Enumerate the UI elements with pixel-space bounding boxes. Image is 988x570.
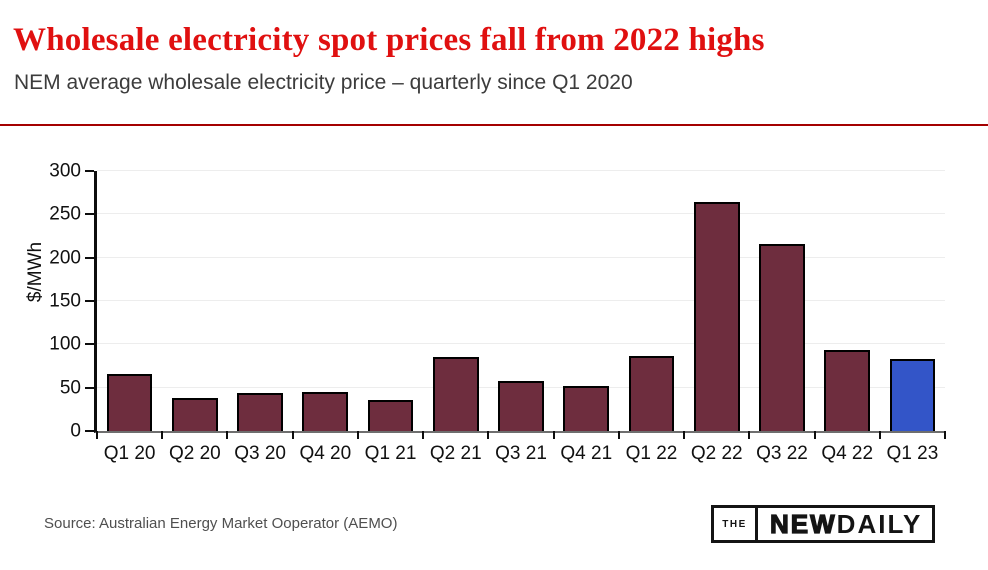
red-divider-rule xyxy=(0,124,988,126)
x-tick-5 xyxy=(422,431,425,439)
x-label-Q1 22: Q1 22 xyxy=(625,443,678,464)
x-label-Q2 22: Q2 22 xyxy=(690,443,743,464)
x-label-Q1 20: Q1 20 xyxy=(103,443,156,464)
bar-Q4 20 xyxy=(302,392,349,431)
x-tick-9 xyxy=(683,431,686,439)
x-label-Q4 22: Q4 22 xyxy=(821,443,874,464)
x-label-Q4 21: Q4 21 xyxy=(560,443,613,464)
x-label-Q2 21: Q2 21 xyxy=(429,443,482,464)
x-label-Q3 22: Q3 22 xyxy=(756,443,808,464)
y-tick-100 xyxy=(85,343,94,346)
x-label-Q2 20: Q2 20 xyxy=(168,443,221,464)
y-axis-title: $/MWh xyxy=(25,241,46,303)
gridline-150 xyxy=(97,300,945,301)
bar-cell-Q1 21 xyxy=(358,171,423,431)
y-tick-label-250: 250 xyxy=(49,203,81,225)
y-tick-label-150: 150 xyxy=(49,290,81,312)
x-tick-13 xyxy=(944,431,946,439)
page-title: Wholesale electricity spot prices fall f… xyxy=(13,22,765,58)
plot-area: 0 50 100 150 200 250 300 Q1 20 Q2 20 Q3 20 Q4 20 Q1… xyxy=(49,162,946,464)
bar-cell-Q1 22 xyxy=(619,171,684,431)
x-tick-4 xyxy=(356,431,359,439)
x-tick-6 xyxy=(487,431,490,439)
logo-daily-text: DAILY xyxy=(836,509,923,539)
bars-container xyxy=(97,171,945,431)
x-tick-2 xyxy=(226,431,229,439)
bar-Q1 20 xyxy=(106,373,153,431)
bar-chart: $/MWh 0 50 100 150 200 250 300 Q1 20 Q2 20 Q3 20 Q… xyxy=(0,140,988,485)
logo-newdaily: NEW DAILY xyxy=(758,508,932,540)
bar-Q1 21 xyxy=(367,399,414,431)
x-label-Q4 20: Q4 20 xyxy=(299,443,352,464)
y-tick-0 xyxy=(85,430,94,432)
gridline-100 xyxy=(97,343,945,345)
bar-cell-Q4 21 xyxy=(554,171,619,431)
source-note: Source: Australian Energy Market Ooperat… xyxy=(44,515,398,532)
bar-Q3 22 xyxy=(759,243,805,431)
bar-cell-Q2 20 xyxy=(162,171,227,431)
y-tick-label-200: 200 xyxy=(49,247,81,269)
page-subtitle: NEM average wholesale electricity price … xyxy=(14,71,633,94)
y-tick-250 xyxy=(85,213,94,216)
x-label-Q1 23: Q1 23 xyxy=(886,443,939,464)
y-tick-50 xyxy=(85,386,94,389)
y-tick-label-100: 100 xyxy=(49,333,81,355)
bar-Q1 22 xyxy=(628,355,675,431)
x-axis-labels: Q1 20 Q2 20 Q3 20 Q4 20 Q1 21 Q2 21 Q3 21 Q4 21… xyxy=(97,443,945,465)
gridline-250 xyxy=(97,213,945,215)
x-tick-10 xyxy=(748,431,751,439)
logo-the-box: THE xyxy=(714,508,758,540)
y-tick-300 xyxy=(85,170,94,172)
bar-cell-Q2 21 xyxy=(423,171,488,431)
bar-cell-Q3 22 xyxy=(749,171,814,431)
the-new-daily-logo: THE NEW DAILY xyxy=(711,505,936,543)
bar-Q1 23 xyxy=(889,359,936,431)
bar-Q3 21 xyxy=(498,380,544,431)
logo-new-text: NEW xyxy=(769,509,837,539)
bar-cell-Q1 23 xyxy=(880,171,945,431)
bar-cell-Q3 20 xyxy=(227,171,292,431)
bar-Q3 20 xyxy=(237,392,283,431)
bar-cell-Q1 20 xyxy=(97,171,162,431)
y-tick-label-50: 50 xyxy=(59,377,81,399)
y-tick-200 xyxy=(85,256,94,259)
y-tick-label-300: 300 xyxy=(49,160,81,182)
y-tick-label-0: 0 xyxy=(70,420,81,442)
x-tick-8 xyxy=(617,431,620,439)
bar-Q2 21 xyxy=(432,357,479,431)
x-tick-3 xyxy=(291,431,294,439)
bar-Q2 22 xyxy=(693,202,740,431)
bar-cell-Q3 21 xyxy=(488,171,553,431)
x-label-Q3 20: Q3 20 xyxy=(234,443,286,464)
y-tick-150 xyxy=(85,300,94,302)
x-tick-0 xyxy=(96,431,98,439)
gridline-300 xyxy=(97,170,945,171)
x-label-Q3 21: Q3 21 xyxy=(495,443,547,464)
bar-Q2 20 xyxy=(172,398,218,431)
bar-Q4 22 xyxy=(824,350,871,431)
bar-Q4 21 xyxy=(563,385,610,431)
bar-cell-Q4 22 xyxy=(815,171,880,431)
x-tick-1 xyxy=(161,431,164,439)
bar-cell-Q2 22 xyxy=(684,171,749,431)
x-tick-7 xyxy=(552,431,555,439)
bar-cell-Q4 20 xyxy=(293,171,358,431)
x-tick-11 xyxy=(813,431,816,439)
x-label-Q1 21: Q1 21 xyxy=(364,443,417,464)
x-tick-12 xyxy=(878,431,881,439)
gridline-200 xyxy=(97,256,945,258)
